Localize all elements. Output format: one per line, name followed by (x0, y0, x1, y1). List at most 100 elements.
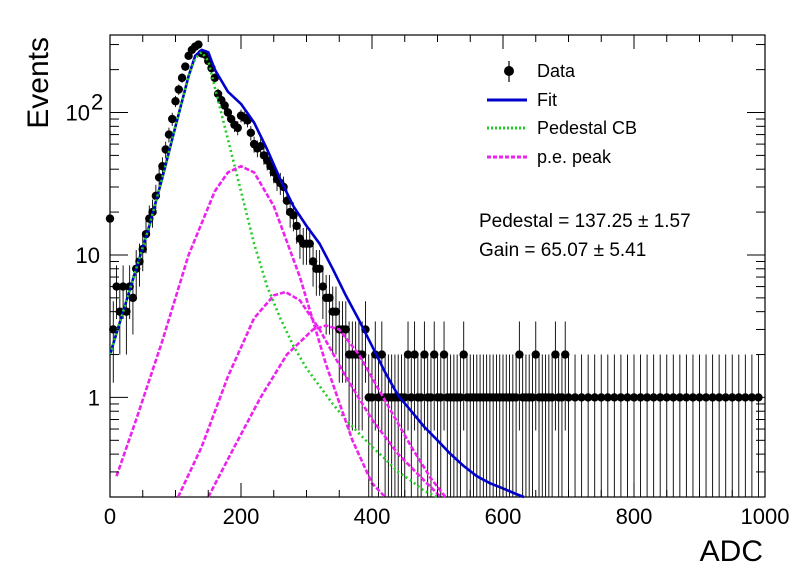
y-tick-label: 10 (76, 243, 100, 268)
legend-data-label: Data (537, 61, 576, 81)
data-point (318, 265, 328, 320)
data-point (430, 321, 439, 431)
fit-curve (108, 48, 525, 499)
data-point-marker (649, 393, 658, 402)
data-point-marker (721, 393, 730, 402)
data-point (649, 354, 658, 497)
data-point-marker (246, 128, 256, 138)
data-point (721, 354, 730, 497)
data-point (610, 354, 619, 497)
data-point-marker (305, 239, 314, 248)
data-point (734, 354, 743, 497)
data-point (675, 354, 685, 497)
data-point (168, 112, 177, 126)
data-point (233, 121, 242, 136)
data-point-marker (682, 393, 691, 402)
data-point (308, 243, 318, 287)
data-point (174, 84, 183, 95)
data-point-marker (318, 282, 328, 291)
data-point (642, 354, 652, 497)
data-point-marker (662, 393, 671, 402)
data-point-marker (233, 123, 242, 133)
data-point-marker (430, 350, 439, 359)
data-point-marker (642, 393, 652, 402)
data-point (177, 73, 187, 83)
data-point (377, 321, 387, 431)
data-point (181, 62, 190, 72)
data-point (407, 354, 416, 497)
data-point (701, 354, 711, 497)
legend-entry-pedestal: Pedestal CB (487, 118, 637, 138)
data-point (331, 286, 341, 355)
x-tick-label: 1000 (741, 504, 790, 529)
data-point (577, 354, 586, 497)
data-point (210, 73, 219, 83)
data-point-marker (436, 393, 445, 402)
data-point-marker (171, 97, 180, 106)
data-point-marker (456, 393, 465, 402)
data-point-marker (688, 393, 698, 402)
legend-data-marker (504, 66, 514, 76)
data-point (426, 354, 436, 497)
data-point (695, 354, 704, 497)
data-point (728, 354, 737, 497)
data-point-marker (194, 40, 203, 49)
data-point-marker (315, 264, 324, 273)
data-point-marker (407, 393, 416, 402)
data-point-marker (181, 62, 190, 71)
x-tick-label: 400 (354, 504, 391, 529)
data-point-marker (623, 393, 632, 402)
data-point-marker (164, 130, 174, 139)
data-point (570, 354, 580, 497)
data-point-marker (174, 85, 183, 94)
data-point (623, 354, 632, 497)
data-point (456, 354, 465, 497)
y-tick-exponent: 2 (91, 90, 103, 115)
data-point-marker (105, 214, 115, 223)
data-point-marker (367, 393, 377, 402)
data-point (636, 354, 645, 497)
data-point-marker (410, 350, 419, 359)
data-point-marker (547, 393, 557, 402)
data-point (194, 40, 203, 49)
data-point (662, 354, 671, 497)
y-tick-label: 1 (88, 385, 100, 410)
data-point-marker (714, 393, 724, 402)
data-point-marker (341, 325, 350, 334)
data-point (511, 354, 521, 497)
legend: Data Fit Pedestal CB p.e. peak (487, 61, 637, 167)
data-point-marker (583, 393, 593, 402)
data-point-marker (636, 393, 645, 402)
legend-pedestal-label: Pedestal CB (537, 118, 637, 138)
data-point-marker (220, 101, 229, 110)
data-point (682, 354, 691, 497)
data-point-marker (603, 393, 612, 402)
data-point-marker (515, 350, 524, 359)
data-point (708, 354, 717, 497)
data-point (564, 354, 573, 497)
data-point (616, 354, 626, 497)
data-point-marker (734, 393, 743, 402)
p-e-peak-2-curve (176, 290, 442, 498)
data-point (420, 321, 429, 431)
data-point-marker (118, 282, 128, 291)
data-point-marker (308, 257, 318, 266)
data-point (416, 354, 426, 497)
data-point (603, 354, 612, 497)
data-point-marker (656, 393, 665, 402)
curve-layer (108, 48, 525, 499)
data-point (583, 354, 593, 497)
data-point-marker (616, 393, 626, 402)
data-point-marker (416, 393, 426, 402)
data-point-marker (256, 142, 265, 151)
data-point (597, 354, 606, 497)
data-point-marker (561, 350, 570, 359)
data-point-marker (669, 393, 678, 402)
data-point-marker (377, 350, 387, 359)
data-point-marker (403, 350, 413, 359)
legend-entry-fit: Fit (487, 90, 557, 110)
data-point-marker (701, 393, 711, 402)
data-point-marker (570, 393, 580, 402)
pedestal-cb-curve (108, 50, 439, 499)
